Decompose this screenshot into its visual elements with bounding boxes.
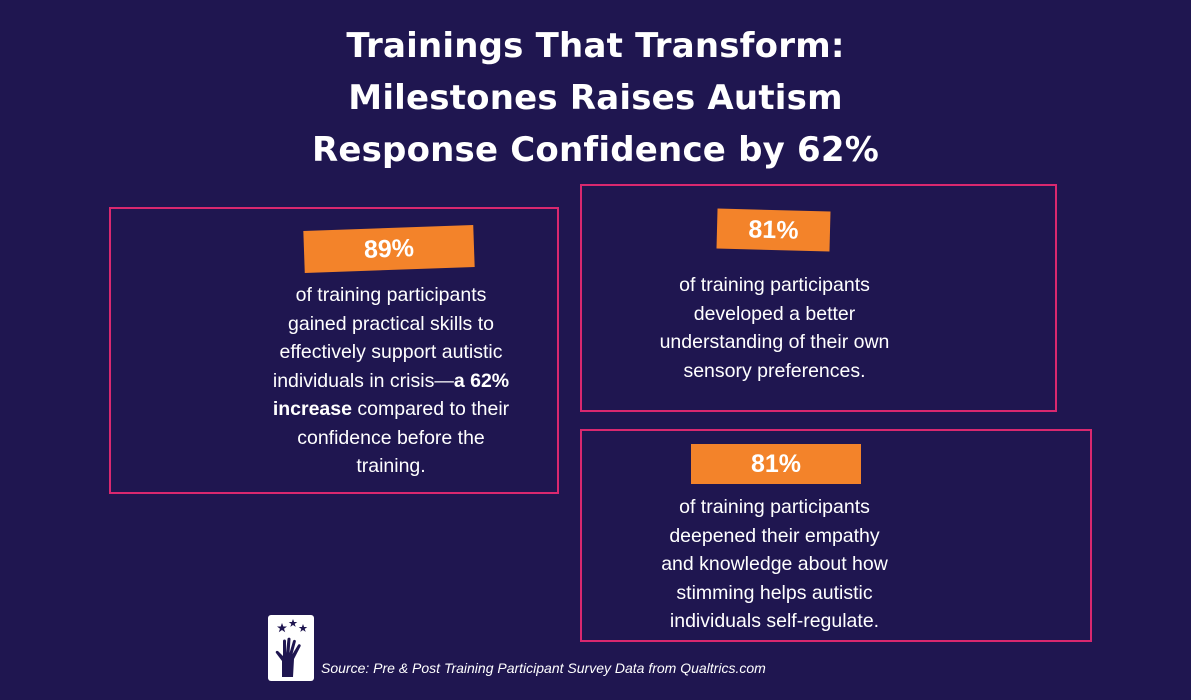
infographic-title: Trainings That Transform: Milestones Rai… [0, 20, 1191, 176]
stat-description: of training participants developed a bet… [602, 271, 947, 385]
emphasis-text: a 62% [453, 369, 510, 392]
description-line: stimming helps autistic [676, 581, 873, 604]
emphasis-text: increase [272, 398, 352, 420]
description-line: individuals in crisis—a 62% [226, 367, 556, 396]
description-line: confidence before the [297, 426, 485, 449]
stat-badge: 89% [303, 225, 475, 273]
description-line: effectively support autistic [279, 341, 503, 363]
stat-card-sensory-preferences: 81% of training participants developed a… [580, 184, 1057, 412]
stat-description: of training participants deepened their … [582, 493, 967, 636]
description-line: gained practical skills to [288, 312, 494, 335]
stat-badge: 81% [716, 208, 831, 252]
description-line: sensory preferences. [683, 359, 866, 382]
description-line: increase compared to their [226, 395, 556, 424]
title-line-3: Response Confidence by 62% [311, 130, 880, 170]
source-citation: Source: Pre & Post Training Participant … [321, 660, 766, 676]
description-line: individuals self-regulate. [669, 610, 880, 632]
stat-description: of training participants gained practica… [226, 281, 556, 481]
description-text: individuals in crisis— [272, 369, 454, 392]
description-line: deepened their empathy [669, 524, 880, 547]
description-line: and knowledge about how [661, 553, 888, 575]
description-line: training. [356, 455, 426, 477]
description-line: developed a better [693, 302, 856, 325]
description-line: of training participants [679, 274, 870, 296]
description-line: of training participants [295, 284, 487, 306]
description-text: compared to their [351, 398, 510, 420]
hand-reaching-stars-icon [268, 615, 314, 681]
stat-badge: 81% [691, 444, 861, 484]
title-line-1: Trainings That Transform: [346, 26, 845, 66]
description-line: understanding of their own [659, 331, 890, 353]
description-line: of training participants [679, 496, 870, 518]
title-line-2: Milestones Raises Autism [348, 78, 843, 118]
stat-card-stimming-empathy: 81% of training participants deepened th… [580, 429, 1092, 642]
stat-card-practical-skills: 89% of training participants gained prac… [109, 207, 559, 494]
